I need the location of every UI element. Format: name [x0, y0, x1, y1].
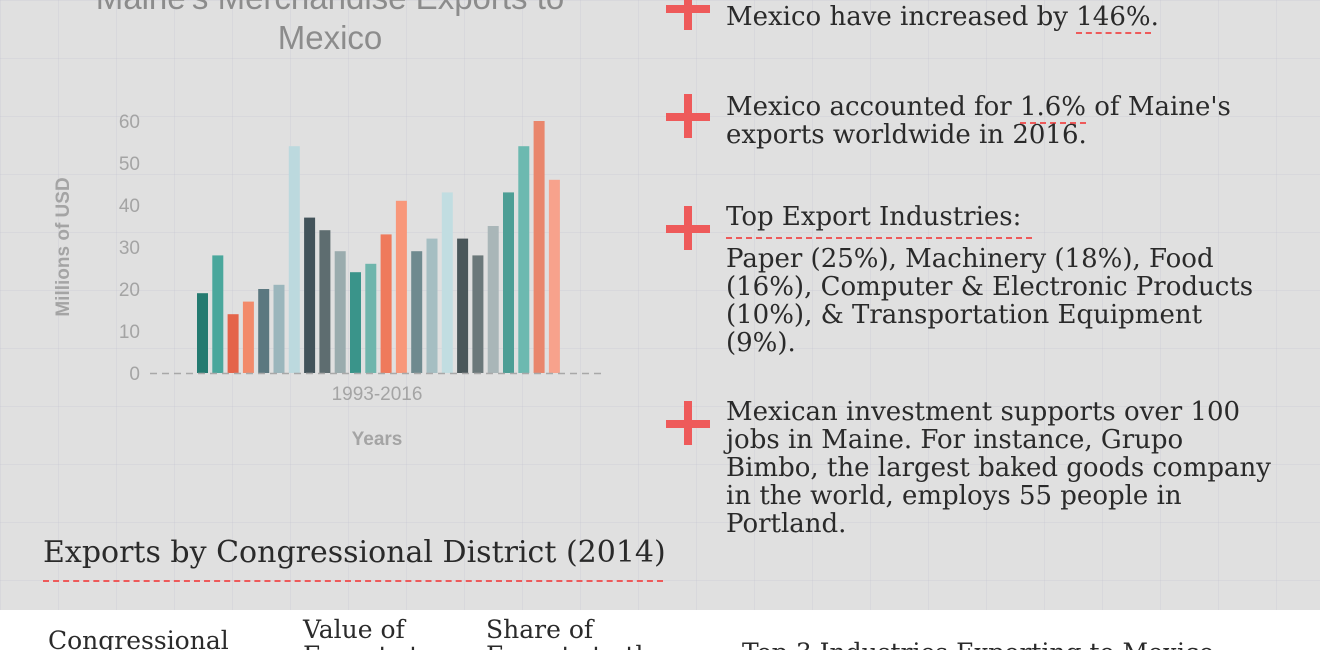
- bar-2011: [472, 255, 484, 373]
- plus-icon: [666, 0, 712, 32]
- bar-1996: [242, 301, 254, 373]
- fact-share-value: 1.6%: [1019, 92, 1087, 124]
- bar-2015: [533, 121, 545, 373]
- fact-growth-end: .: [1150, 2, 1159, 32]
- bar-2003: [350, 272, 361, 373]
- plus-icon: [666, 401, 712, 447]
- bar-1999: [288, 146, 300, 373]
- district-section-title: Exports by Congressional District (2014): [43, 534, 666, 582]
- plus-icon: [666, 206, 712, 252]
- bar-2009: [441, 192, 453, 373]
- bar-2002: [334, 251, 346, 373]
- y-tick-label: 10: [119, 322, 140, 343]
- col-share: Share of Exports to the: [486, 615, 666, 650]
- col-industries: Top 3 Industries Exporting to Mexico: [742, 640, 1214, 650]
- bar-2006: [395, 200, 407, 373]
- bar-2001: [319, 230, 331, 373]
- bar-chart: 0 10 20 30 40 50 60 1993-2016 Years Millions o…: [53, 112, 606, 450]
- bar-1994: [212, 255, 224, 373]
- y-tick-label: 60: [119, 112, 140, 133]
- y-axis-label: Millions of USD: [53, 177, 74, 316]
- bar-1998: [273, 284, 285, 373]
- bar-1995: [227, 314, 239, 373]
- y-tick-label: 30: [119, 238, 140, 259]
- plus-icon: [666, 94, 712, 140]
- bar-2005: [380, 234, 392, 373]
- y-tick-label: 40: [119, 196, 140, 217]
- bar-2012: [487, 226, 499, 373]
- x-tick-label: 1993-2016: [332, 384, 423, 405]
- industries-text: Paper (25%), Machinery (18%), Food (16%)…: [726, 244, 1254, 358]
- investment-text: Mexican investment supports over 100 job…: [726, 397, 1271, 539]
- chart-title: Maine's Merchandise Exports to Mexico: [96, 0, 565, 56]
- bar-2000: [304, 217, 316, 373]
- y-tick-label: 0: [129, 364, 140, 385]
- fact-share-end: of Maine's exports worldwide in 2016.: [726, 92, 1231, 150]
- district-table-header: Congressional Value of Exports to Share …: [0, 610, 1320, 650]
- bar-2007: [411, 251, 423, 373]
- col-value: Value of Exports to: [303, 615, 434, 650]
- bar-1997: [258, 289, 270, 373]
- fact-growth-value: 146%: [1076, 2, 1151, 34]
- fact-share-text: Mexico accounted for: [726, 92, 1020, 122]
- bar-2010: [457, 238, 469, 373]
- bar-1993: [197, 293, 208, 373]
- bar-2008: [426, 238, 438, 373]
- industries-heading: Top Export Industries:: [726, 203, 1032, 239]
- bar-2004: [365, 263, 377, 373]
- x-axis-label: Years: [352, 429, 403, 450]
- col-congressional: Congressional: [48, 626, 229, 650]
- y-tick-label: 20: [119, 280, 140, 301]
- bar-2013: [503, 192, 514, 373]
- bar-2014: [518, 146, 530, 373]
- y-tick-label: 50: [119, 154, 140, 175]
- fact-growth-text: Mexico have increased by: [726, 2, 1077, 32]
- bar-2016: [548, 179, 560, 373]
